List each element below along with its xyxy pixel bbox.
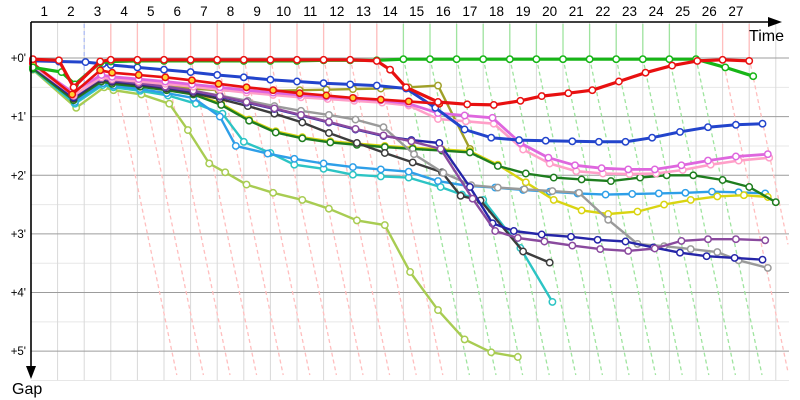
svg-text:17: 17 <box>462 4 477 19</box>
svg-text:12: 12 <box>329 4 344 19</box>
svg-text:+3': +3' <box>11 229 26 241</box>
svg-text:18: 18 <box>489 4 504 19</box>
svg-text:8: 8 <box>227 4 235 19</box>
svg-text:1: 1 <box>41 4 49 19</box>
svg-text:20: 20 <box>542 4 557 19</box>
svg-text:2: 2 <box>67 4 75 19</box>
y-tick-labels: +0' +1' +2' +3' +4' +5' <box>11 53 26 358</box>
series-blue <box>28 56 767 146</box>
time-axis-label: Time <box>749 28 784 45</box>
svg-text:15: 15 <box>409 4 424 19</box>
svg-text:26: 26 <box>702 4 717 19</box>
svg-text:+5': +5' <box>11 346 26 358</box>
svg-text:11: 11 <box>303 4 317 19</box>
series-red <box>28 55 754 109</box>
svg-text:+4': +4' <box>11 288 26 300</box>
svg-text:+0': +0' <box>11 53 26 65</box>
svg-text:13: 13 <box>356 4 371 19</box>
svg-text:4: 4 <box>120 4 128 19</box>
x-tick-labels: 1 2 3 4 5 6 7 8 9 10 11 12 13 14 15 16 17 18 19 20 21 22 23 24 2… <box>41 4 744 19</box>
svg-text:14: 14 <box>383 4 399 19</box>
axes <box>26 17 782 379</box>
svg-text:22: 22 <box>595 4 610 19</box>
svg-text:+2': +2' <box>11 170 26 182</box>
minor-gridlines <box>31 86 789 381</box>
gap-axis-label: Gap <box>12 381 42 398</box>
svg-text:19: 19 <box>516 4 531 19</box>
svg-text:27: 27 <box>728 4 743 19</box>
svg-text:16: 16 <box>436 4 451 19</box>
svg-text:5: 5 <box>147 4 155 19</box>
svg-text:23: 23 <box>622 4 637 19</box>
leader-pace-dashed-lines <box>83 24 789 376</box>
series-lines <box>28 55 780 361</box>
series-red2 <box>28 59 444 108</box>
svg-text:24: 24 <box>649 4 665 19</box>
svg-text:7: 7 <box>200 4 208 19</box>
svg-text:9: 9 <box>253 4 261 19</box>
svg-text:25: 25 <box>675 4 690 19</box>
svg-text:3: 3 <box>94 4 102 19</box>
svg-text:10: 10 <box>276 4 291 19</box>
svg-text:+1': +1' <box>11 112 26 124</box>
svg-text:6: 6 <box>174 4 182 19</box>
svg-text:21: 21 <box>569 4 584 19</box>
